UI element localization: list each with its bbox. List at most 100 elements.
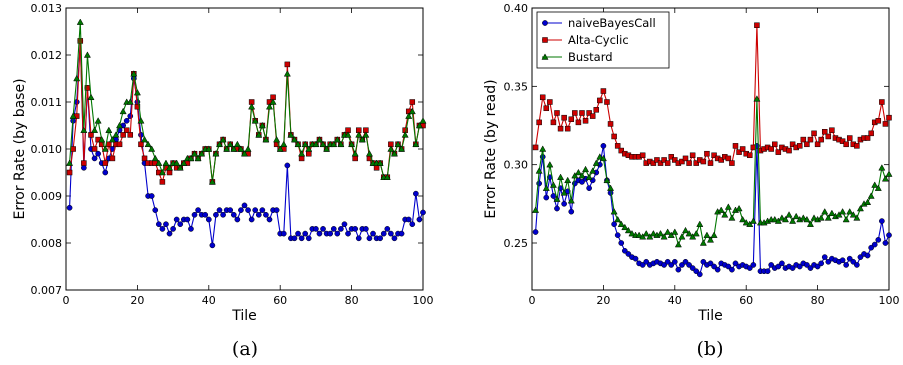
data-point: [772, 141, 778, 148]
data-point: [739, 146, 746, 152]
data-point: [857, 254, 864, 260]
data-point: [138, 141, 144, 148]
y-tick-label: 0.009: [31, 190, 63, 203]
data-point: [244, 145, 252, 152]
data-point: [312, 140, 320, 148]
data-point: [593, 107, 600, 113]
data-point: [151, 154, 159, 162]
data-point: [141, 155, 148, 162]
data-point: [674, 240, 682, 248]
data-point: [679, 262, 685, 268]
data-point: [807, 136, 814, 143]
data-point: [882, 240, 889, 246]
data-point: [238, 207, 244, 213]
data-point: [226, 140, 234, 148]
data-point: [729, 266, 735, 273]
data-point: [305, 235, 312, 242]
data-point: [237, 145, 245, 152]
data-point: [753, 95, 761, 102]
data-point: [148, 193, 155, 199]
data-point: [66, 169, 73, 176]
data-point: [209, 242, 216, 249]
data-point: [557, 125, 564, 132]
data-point: [159, 179, 166, 185]
data-point: [234, 216, 241, 223]
data-point: [240, 150, 249, 157]
data-point: [725, 263, 732, 270]
data-point: [188, 226, 194, 232]
data-point: [248, 103, 256, 110]
data-point: [882, 121, 889, 127]
data-point: [101, 145, 109, 152]
data-point: [621, 223, 629, 231]
data-point: [654, 157, 660, 163]
data-point: [532, 206, 540, 213]
data-point: [624, 226, 632, 234]
data-point: [639, 262, 646, 268]
data-point: [568, 116, 575, 122]
data-point: [141, 135, 149, 143]
data-point: [879, 99, 885, 105]
data-point: [561, 200, 567, 207]
data-point: [603, 176, 611, 184]
data-point: [532, 144, 539, 151]
data-point: [804, 262, 810, 268]
y-tick-label: 0.012: [31, 49, 63, 62]
data-point: [419, 117, 427, 124]
data-point: [398, 230, 405, 237]
data-point: [589, 167, 597, 174]
data-point: [696, 220, 704, 227]
data-point: [116, 141, 123, 148]
data-point: [409, 99, 416, 105]
data-point: [681, 226, 690, 234]
legend-marker: [541, 53, 549, 60]
data-point: [152, 207, 159, 213]
data-point: [589, 113, 596, 119]
legend-label: Alta-Cyclic: [568, 33, 629, 47]
x-tick-label: 80: [345, 294, 359, 307]
data-point: [547, 99, 553, 105]
data-point: [750, 262, 757, 268]
data-point: [155, 159, 163, 166]
data-point: [543, 194, 550, 201]
data-point: [864, 135, 871, 141]
data-point: [614, 143, 621, 149]
data-point: [675, 266, 682, 273]
data-point: [420, 209, 426, 216]
data-point: [649, 229, 657, 237]
data-point: [269, 98, 277, 105]
data-point: [829, 127, 835, 133]
legend-entry: Bustard: [541, 50, 613, 64]
data-point: [295, 230, 301, 237]
data-point: [818, 260, 825, 267]
legend-entry: Alta-Cyclic: [542, 33, 629, 47]
data-point: [390, 150, 398, 157]
x-tick-label: 100: [879, 294, 900, 307]
data-point: [686, 160, 692, 166]
data-point: [814, 263, 821, 270]
data-point: [843, 141, 849, 148]
data-point: [284, 61, 291, 68]
data-point: [116, 121, 124, 129]
data-point: [635, 231, 643, 238]
data-point: [302, 230, 309, 237]
data-point: [854, 262, 860, 268]
data-point: [607, 184, 615, 191]
data-point: [821, 129, 828, 135]
data-point: [668, 262, 675, 268]
data-point: [127, 132, 134, 138]
data-point: [106, 141, 112, 148]
data-point: [789, 217, 797, 224]
data-point: [366, 235, 373, 242]
data-point: [729, 160, 735, 166]
data-point: [319, 140, 327, 148]
data-point: [664, 160, 671, 166]
y-tick-label: 0.013: [31, 2, 63, 15]
data-point: [707, 160, 714, 166]
data-point: [119, 107, 127, 115]
data-point: [330, 226, 337, 232]
data-point: [639, 152, 646, 159]
data-point: [821, 208, 829, 215]
data-point: [83, 51, 91, 58]
